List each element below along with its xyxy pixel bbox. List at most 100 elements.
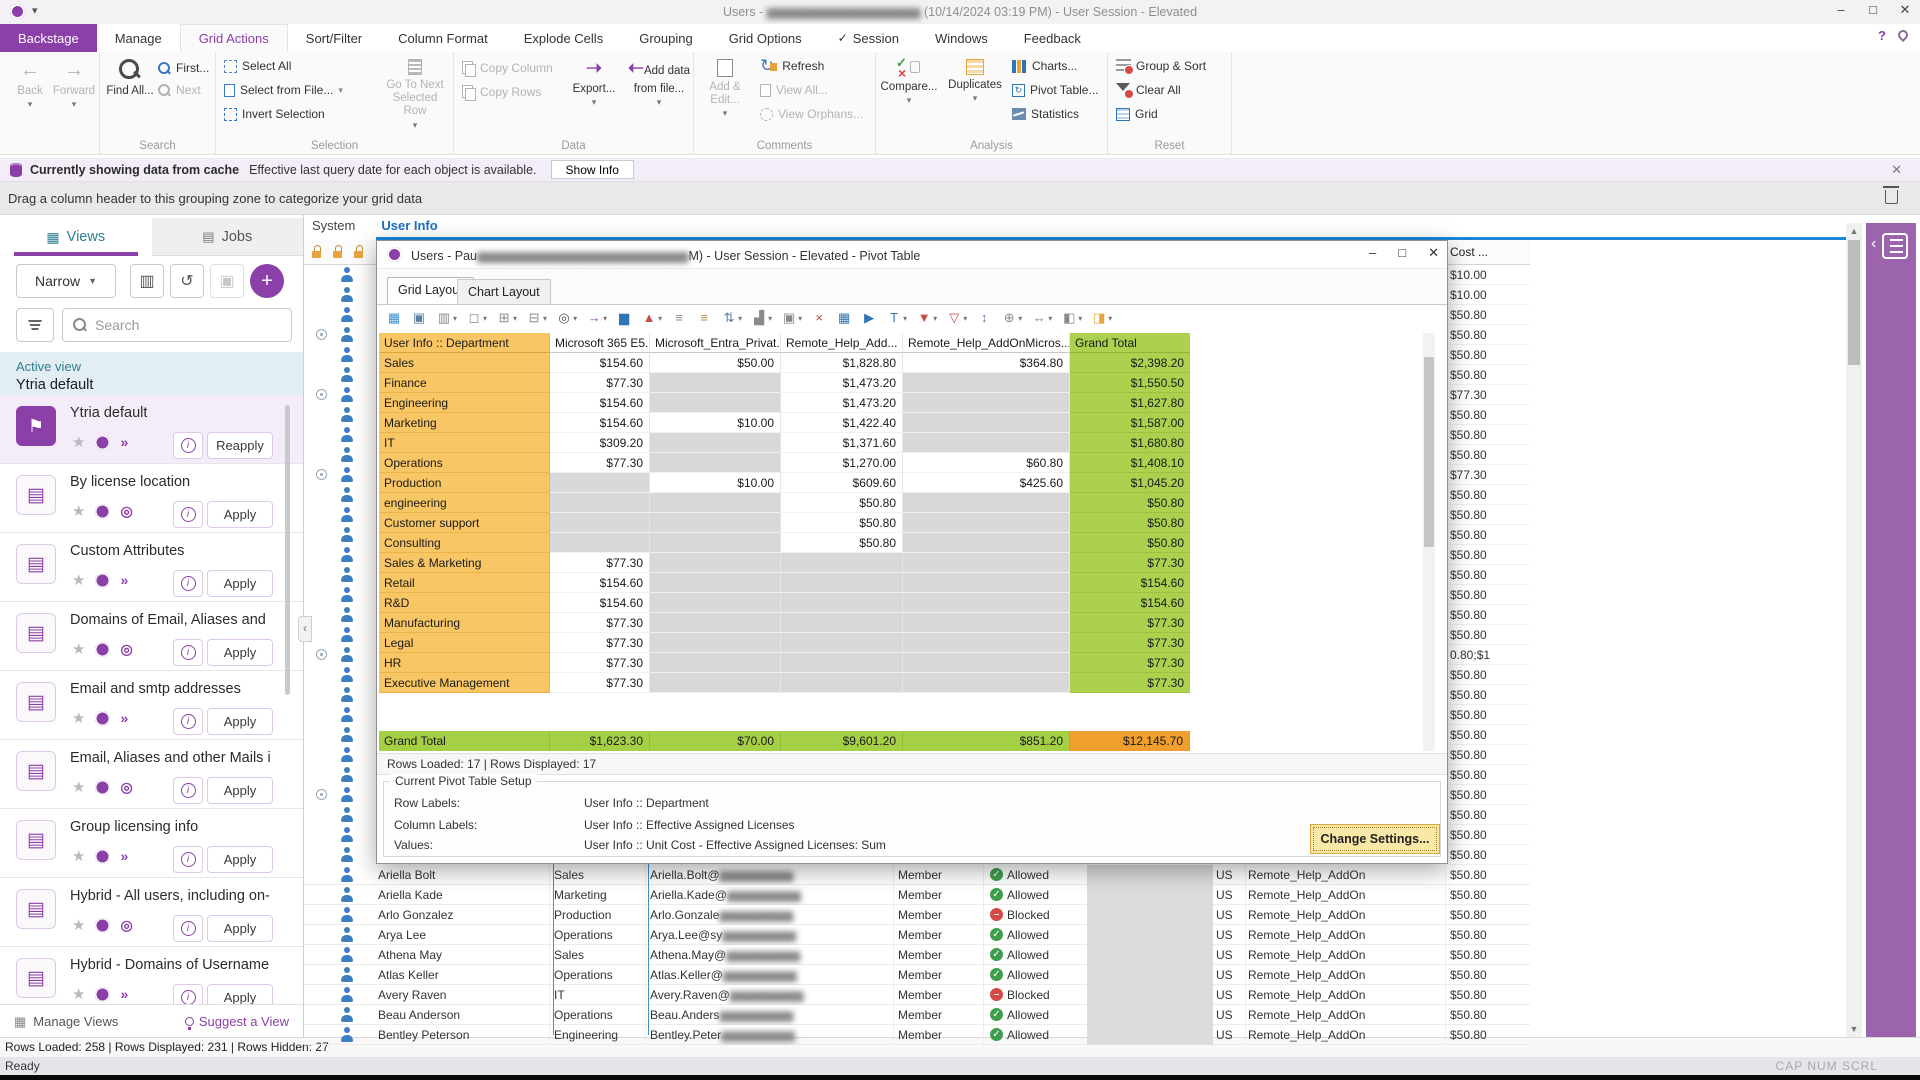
star-icon[interactable]: ★ (72, 434, 86, 451)
pivot-toolbar-icon[interactable]: ◨ ▾ (1093, 310, 1113, 325)
pivot-row[interactable]: Operations $77.30 $1,270.00 $60.80 $1,40… (379, 453, 1190, 473)
refresh-button[interactable]: ↻ Refresh (760, 56, 825, 75)
change-settings-button[interactable]: Change Settings... (1310, 824, 1440, 854)
pivot-toolbar-icon[interactable]: ⇅ ▾ (723, 310, 743, 325)
scroll-down-icon[interactable]: ▼ (1849, 1024, 1859, 1034)
export-button[interactable]: ➝ Export... ▾ (564, 57, 624, 108)
add-data-from-file-button[interactable]: ➝Add data from file... ▾ (628, 58, 690, 108)
table-row[interactable]: $50.80 (304, 845, 1530, 865)
ribbon-tab[interactable]: ✓ Session (837, 30, 899, 46)
pivot-toolbar-icon[interactable]: ▥ ▾ (437, 310, 458, 325)
show-info-button[interactable]: Show Info (550, 160, 634, 179)
table-row[interactable]: $50.80 (304, 585, 1530, 605)
pivot-toolbar-icon[interactable]: ▟ ▾ (754, 310, 773, 325)
apply-button[interactable]: Apply (207, 984, 273, 1004)
apply-button[interactable]: Apply (207, 708, 273, 735)
dialog-maximize-button[interactable]: □ (1398, 245, 1407, 260)
pivot-toolbar-icon[interactable]: ◻ ▾ (468, 310, 488, 325)
grid-vertical-scrollbar[interactable]: ▲ ▼ (1846, 223, 1862, 1037)
view-item[interactable]: Hybrid - All users, including on-pr... ★… (0, 878, 303, 947)
table-row[interactable]: $50.80 (304, 445, 1530, 465)
table-row[interactable]: $50.80 (304, 565, 1530, 585)
row-expand-icon[interactable] (316, 469, 327, 480)
apply-button[interactable]: Apply (207, 915, 273, 942)
star-icon[interactable]: ★ (72, 710, 86, 727)
ribbon-tab[interactable]: ✓Manage (114, 30, 162, 46)
sidebar-scrollbar[interactable] (285, 405, 290, 695)
ribbon-tab[interactable]: ✓Windows (934, 30, 988, 46)
pivot-toolbar-icon[interactable]: T ▾ (890, 310, 908, 325)
notification-close-icon[interactable]: ✕ (1891, 161, 1902, 177)
ribbon-tab[interactable]: ✓Grid Actions (179, 24, 288, 52)
pivot-row[interactable]: Retail $154.60 $154.60 (379, 573, 1190, 593)
pivot-toolbar-icon[interactable]: → ▾ (587, 310, 608, 325)
pivot-row[interactable]: Marketing $154.60 $10.00 $1,422.40 $1,58… (379, 413, 1190, 433)
pivot-row[interactable]: Sales $154.60 $50.00 $1,828.80 $364.80 $… (379, 353, 1190, 373)
pivot-row[interactable]: Engineering $154.60 $1,473.20 $1,627.80 (379, 393, 1190, 413)
width-dropdown[interactable]: Narrow ▼ (16, 264, 116, 298)
pivot-toolbar-icon[interactable]: ▆▾ (619, 310, 630, 325)
copy-rows-button[interactable]: Copy Rows (462, 82, 541, 102)
pivot-toolbar-icon[interactable]: ⊕ ▾ (1003, 310, 1023, 325)
star-icon[interactable]: ★ (72, 917, 86, 934)
find-all-button[interactable]: Find All... (100, 57, 160, 98)
expand-panel-icon[interactable]: ‹ (1871, 235, 1877, 252)
star-icon[interactable]: ★ (72, 641, 86, 658)
star-icon[interactable]: ★ (72, 848, 86, 865)
table-row[interactable]: $50.80 (304, 545, 1530, 565)
dialog-minimize-button[interactable]: – (1369, 245, 1377, 260)
table-row[interactable]: Arya Lee Operations Arya.Lee@sy▆▆▆▆▆▆▆▆ … (304, 925, 1530, 945)
pivot-toolbar-icon[interactable]: ▲ ▾ (642, 310, 663, 325)
star-icon[interactable]: ★ (72, 503, 86, 520)
table-row[interactable]: $50.80 (304, 405, 1530, 425)
search-input[interactable] (95, 317, 265, 333)
maximize-button[interactable]: □ (1869, 2, 1877, 17)
right-panel-rail[interactable]: ‹ (1866, 223, 1916, 1037)
scroll-thumb[interactable] (1424, 357, 1434, 547)
pivot-row[interactable]: R&D $154.60 $154.60 (379, 593, 1190, 613)
table-row[interactable]: $50.80 (304, 625, 1530, 645)
pivot-toolbar-icon[interactable]: ◧ ▾ (1063, 310, 1083, 325)
close-button[interactable]: ✕ (1899, 2, 1911, 17)
table-row[interactable]: Athena May Sales Athena.May@▆▆▆▆▆▆▆▆ Mem… (304, 945, 1530, 965)
find-next-button[interactable]: Next (158, 80, 201, 100)
dialog-titlebar[interactable]: Users - Pau▆▆▆▆▆▆▆▆▆▆▆▆▆▆▆▆▆▆▆▆▆▆M) - Us… (377, 241, 1447, 269)
view-item[interactable]: Hybrid - Domains of Username an... ★ » i… (0, 947, 303, 1004)
table-row[interactable]: $10.00 (304, 285, 1530, 305)
scroll-thumb[interactable] (1848, 240, 1860, 365)
invert-selection-button[interactable]: Invert Selection (224, 104, 325, 124)
table-row[interactable]: $50.80 (304, 665, 1530, 685)
sidebar-collapse-handle[interactable]: ‹ (298, 616, 312, 642)
back-button[interactable]: ← Back ▾ (0, 57, 60, 110)
pivot-toolbar-icon[interactable]: ▽ ▾ (949, 310, 968, 325)
reapply-button[interactable]: Reapply (207, 432, 273, 459)
apply-button[interactable]: Apply (207, 501, 273, 528)
clear-all-button[interactable]: Clear All (1116, 80, 1181, 100)
suggest-view-button[interactable]: Suggest a View (184, 1014, 289, 1030)
table-row[interactable]: Ariella Bolt Sales Ariella.Bolt@▆▆▆▆▆▆▆▆… (304, 865, 1530, 885)
view-info-button[interactable]: i (173, 570, 203, 597)
table-row[interactable]: $50.80 (304, 825, 1530, 845)
tab-chart-layout[interactable]: Chart Layout (457, 279, 551, 304)
pivot-toolbar-icon[interactable]: ↔ ▾ (1032, 310, 1053, 325)
pivot-header-license-4[interactable]: Remote_Help_AddOnMicros... (903, 333, 1070, 353)
tab-user-info[interactable]: User Info (381, 218, 438, 233)
pivot-header-department[interactable]: User Info :: Department (379, 333, 550, 353)
undo-button[interactable]: ↺ (170, 264, 204, 298)
pivot-header-license-1[interactable]: Microsoft 365 E5... (550, 333, 650, 353)
tab-views[interactable]: ▦ Views (0, 218, 152, 256)
view-item-active[interactable]: Ytria default ★ » i Reapply (0, 395, 303, 464)
pivot-toolbar-icon[interactable]: ▦▾ (387, 310, 401, 325)
find-first-button[interactable]: First... (158, 58, 209, 78)
go-to-next-selected-button[interactable]: Go To Next Selected Row ▾ (380, 57, 450, 130)
compare-button[interactable]: Compare...▾ (878, 56, 940, 106)
row-expand-icon[interactable] (316, 789, 327, 800)
table-row[interactable]: Avery Raven IT Avery.Raven@▆▆▆▆▆▆▆▆ Memb… (304, 985, 1530, 1005)
pivot-toolbar-icon[interactable]: ≡▾ (675, 310, 683, 325)
view-item[interactable]: Custom Attributes ★ » i Apply (0, 533, 303, 602)
pivot-row[interactable]: IT $309.20 $1,371.60 $1,680.80 (379, 433, 1190, 453)
pivot-toolbar-icon[interactable]: ⊞ ▾ (498, 310, 518, 325)
pivot-header-grand-total[interactable]: Grand Total (1070, 333, 1190, 353)
view-all-button[interactable]: View All... (760, 80, 828, 100)
view-item[interactable]: Email, Aliases and other Mails in o... ★… (0, 740, 303, 809)
